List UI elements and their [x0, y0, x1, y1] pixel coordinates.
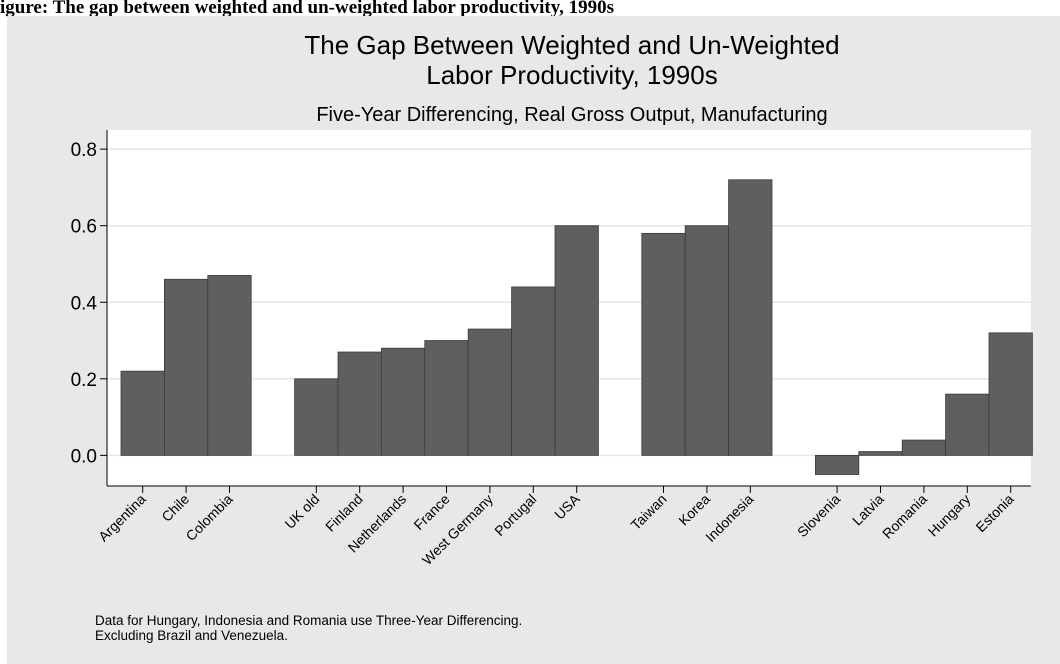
- x-tick-label: Finland: [322, 491, 366, 535]
- chart-subtitle: Five-Year Differencing, Real Gross Outpu…: [316, 104, 827, 126]
- bar: [380, 347, 426, 456]
- x-tick-label: Colombia: [182, 491, 235, 544]
- x-tick-label: Romania: [879, 491, 930, 542]
- y-axis-ticks: 0.0 0.2 0.4 0.6 0.8: [71, 140, 107, 467]
- bar: [815, 454, 860, 475]
- bar: [467, 328, 513, 456]
- y-tick-label: 0.6: [71, 217, 97, 238]
- note-line: Data for Hungary, Indonesia and Romania …: [95, 613, 523, 628]
- bar: [207, 275, 252, 456]
- bar: [554, 225, 599, 456]
- chart-notes: Data for Hungary, Indonesia and Romania …: [95, 613, 522, 643]
- x-tick-label: Hungary: [925, 491, 974, 540]
- bar: [901, 439, 947, 456]
- chart-title-line1: The Gap Between Weighted and Un-Weighted: [304, 30, 839, 60]
- bar: [511, 286, 556, 456]
- y-tick-label: 0.4: [71, 293, 98, 314]
- chart-title-line2: Labor Productivity, 1990s: [426, 60, 717, 90]
- bar: [684, 225, 730, 456]
- note-line: Excluding Brazil and Venezuela.: [95, 628, 288, 643]
- bars: [120, 179, 1033, 475]
- x-tick-label: Latvia: [849, 491, 887, 529]
- x-tick-label: Estonia: [972, 491, 1016, 535]
- bar: [945, 393, 990, 456]
- bar: [163, 278, 209, 456]
- x-tick-label: USA: [551, 490, 583, 522]
- y-tick-label: 0.8: [71, 140, 97, 161]
- x-tick-label: Indonesia: [702, 491, 756, 545]
- x-tick-label: Korea: [675, 491, 713, 529]
- chart-panel: 0.0 0.2 0.4 0.6 0.8 Argentina Chile Colombia UK…: [7, 16, 1060, 664]
- bar: [641, 232, 686, 456]
- x-tick-label: UK old: [281, 491, 322, 532]
- x-tick-label: Slovenia: [794, 491, 843, 540]
- y-tick-label: 0.2: [71, 370, 97, 391]
- y-tick-label: 0.0: [71, 446, 97, 467]
- figure-caption: igure: The gap between weighted and un-w…: [0, 0, 615, 18]
- x-tick-label: France: [410, 491, 452, 533]
- bar: [858, 451, 903, 456]
- bar: [120, 370, 165, 456]
- bar: [294, 378, 339, 456]
- bar: [424, 340, 469, 456]
- x-tick-label: Portugal: [491, 491, 539, 539]
- x-tick-label: Argentina: [95, 491, 149, 545]
- bar: [988, 332, 1033, 456]
- x-tick-label: Chile: [158, 491, 192, 525]
- bar: [728, 179, 773, 456]
- x-tick-label: Taiwan: [627, 491, 669, 533]
- bar: [337, 351, 382, 456]
